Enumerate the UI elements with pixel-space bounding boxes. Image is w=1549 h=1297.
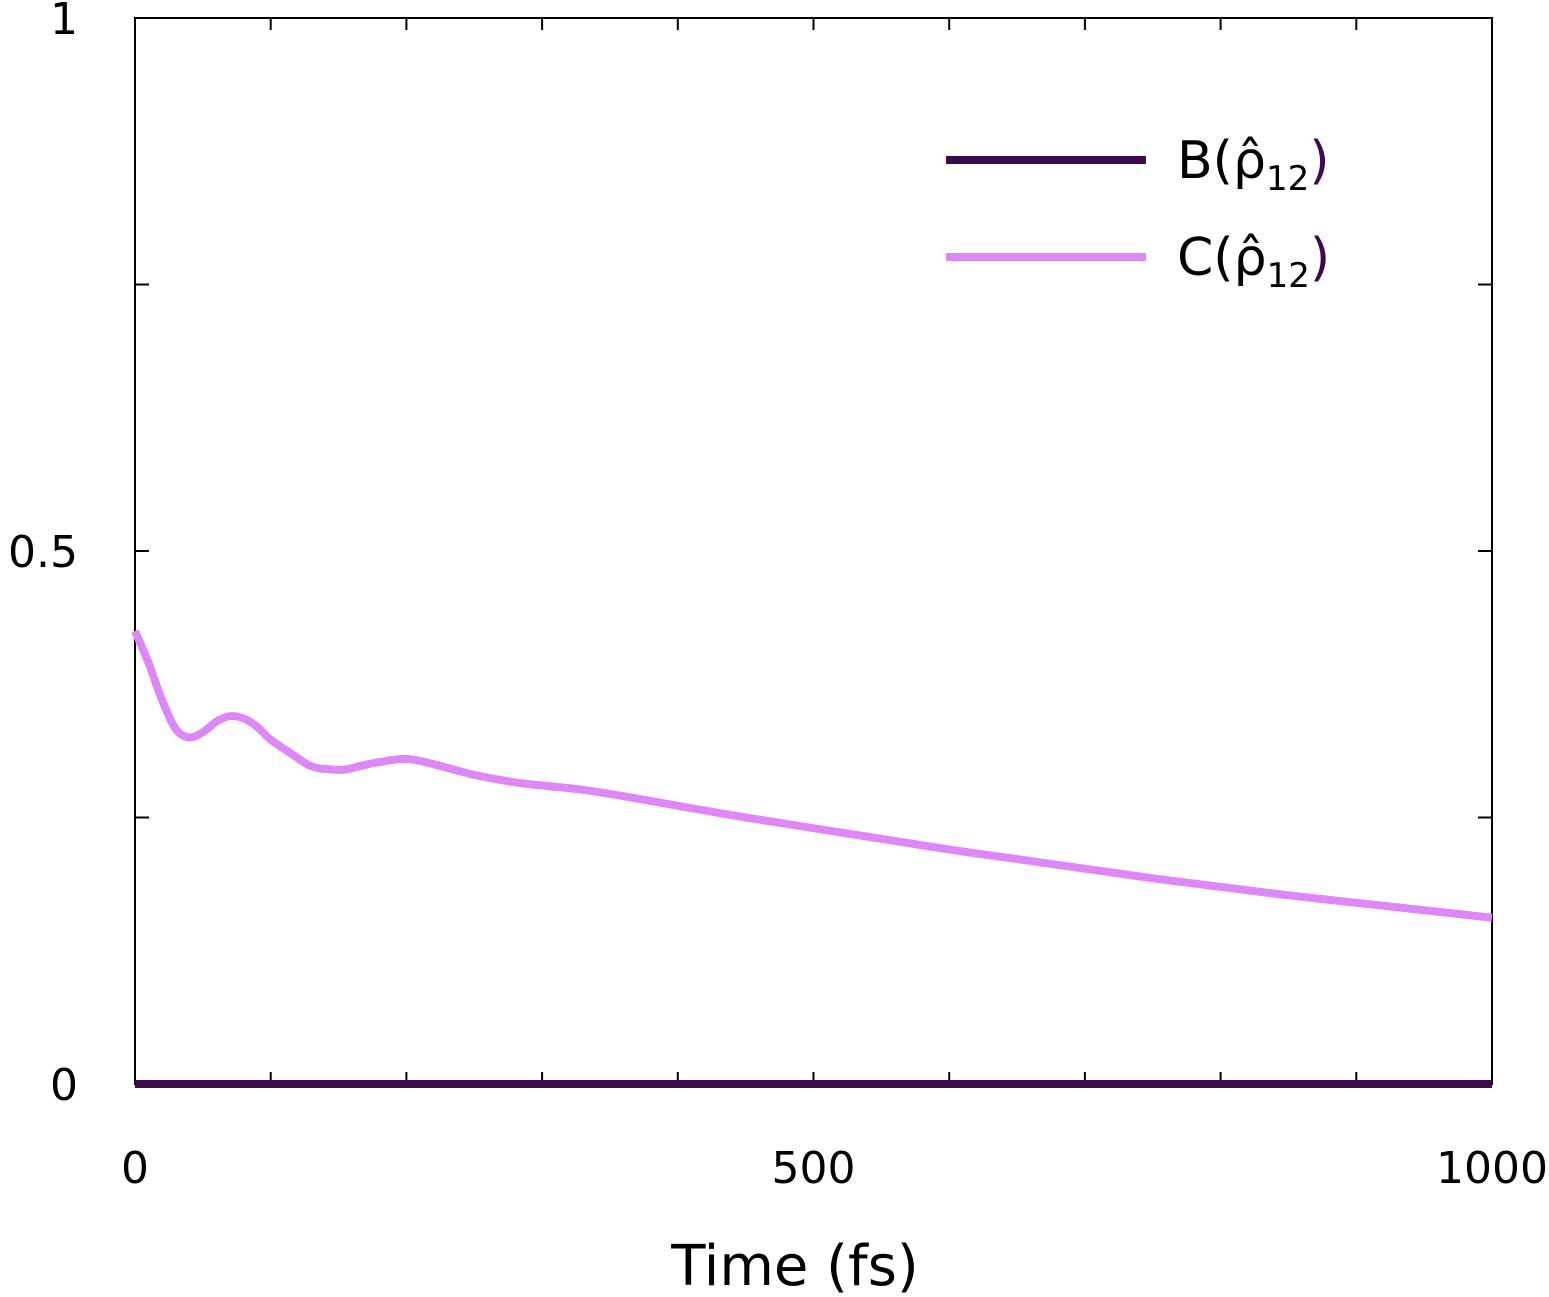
- x-tick-label: 500: [772, 1143, 856, 1194]
- tick-labels: 0 500 1000 0 0.5 1: [8, 0, 1548, 1194]
- x-axis-title: Time (fs): [670, 1234, 918, 1297]
- y-tick-label: 1: [50, 0, 78, 45]
- y-tick-label: 0: [50, 1060, 78, 1111]
- legend-label-0: B(ρ̂12): [1177, 131, 1330, 199]
- series-layer: [131, 629, 1493, 1088]
- x-tick-label: 0: [121, 1143, 149, 1194]
- x-tick-label: 1000: [1436, 1143, 1548, 1194]
- y-tick-label: 0.5: [8, 527, 78, 578]
- series-line-1: [131, 629, 1493, 922]
- legend: B(ρ̂12) C(ρ̂12): [946, 131, 1330, 296]
- legend-label-1: C(ρ̂12): [1177, 228, 1330, 296]
